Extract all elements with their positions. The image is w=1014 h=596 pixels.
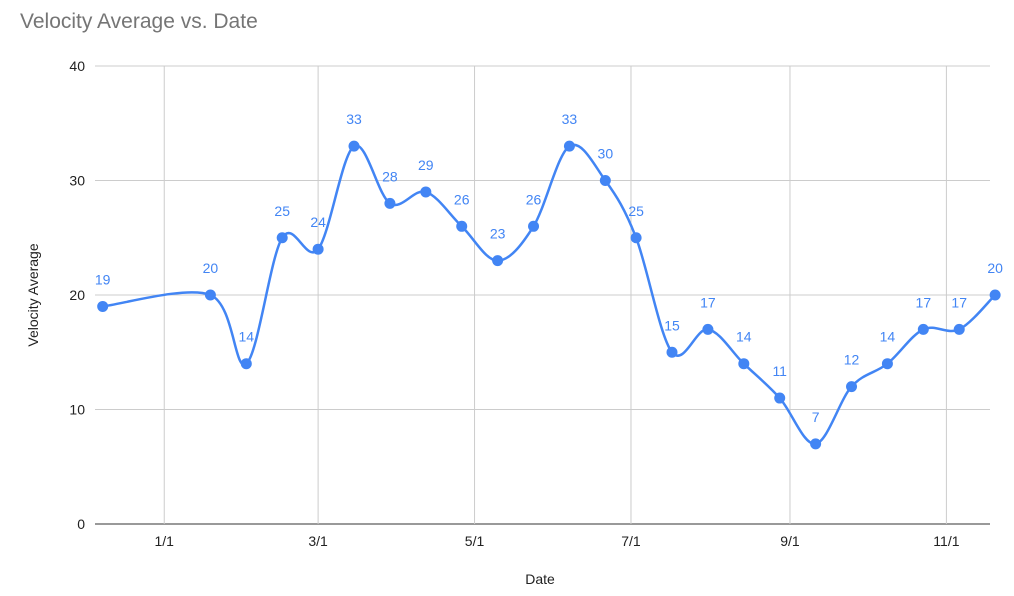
x-tick-label: 5/1 xyxy=(465,533,485,549)
data-label: 11 xyxy=(772,363,787,379)
data-point[interactable] xyxy=(384,197,396,209)
y-tick-label: 30 xyxy=(69,173,85,189)
x-tick-label: 3/1 xyxy=(308,533,328,549)
data-point[interactable] xyxy=(528,220,540,232)
data-label: 12 xyxy=(844,352,860,368)
data-point[interactable] xyxy=(881,358,893,370)
x-tick-label: 11/1 xyxy=(933,533,959,549)
data-point[interactable] xyxy=(810,438,822,450)
data-point[interactable] xyxy=(276,232,288,244)
data-label: 26 xyxy=(526,191,542,207)
data-label: 33 xyxy=(346,111,362,127)
data-label: 25 xyxy=(628,203,644,219)
data-label: 24 xyxy=(310,214,326,230)
data-point[interactable] xyxy=(348,140,360,152)
data-label: 25 xyxy=(274,203,290,219)
data-label: 14 xyxy=(880,329,896,345)
x-tick-label: 9/1 xyxy=(780,533,800,549)
x-axis-title: Date xyxy=(525,571,555,587)
data-point[interactable] xyxy=(953,323,965,335)
data-label: 17 xyxy=(700,294,716,310)
data-point[interactable] xyxy=(846,381,858,393)
y-tick-label: 0 xyxy=(77,516,85,532)
data-label: 20 xyxy=(203,260,219,276)
data-point[interactable] xyxy=(599,175,611,186)
y-tick-label: 40 xyxy=(69,58,85,74)
y-tick-label: 10 xyxy=(69,402,85,418)
data-label: 19 xyxy=(95,271,111,287)
series-line xyxy=(102,143,997,446)
data-label: 20 xyxy=(987,260,1003,276)
data-label: 14 xyxy=(239,329,255,345)
data-point[interactable] xyxy=(563,140,575,152)
x-tick-label: 7/1 xyxy=(621,533,641,549)
data-label: 30 xyxy=(598,146,614,162)
data-label: 7 xyxy=(812,409,820,425)
data-point[interactable] xyxy=(492,255,504,267)
data-label: 17 xyxy=(916,294,932,310)
data-label: 23 xyxy=(490,226,506,242)
data-point[interactable] xyxy=(774,392,786,404)
x-tick-label: 1/1 xyxy=(155,533,175,549)
data-point[interactable] xyxy=(989,289,1001,301)
data-point[interactable] xyxy=(738,358,750,370)
data-label: 26 xyxy=(454,191,470,207)
data-label: 14 xyxy=(736,329,752,345)
data-point[interactable] xyxy=(702,323,714,335)
data-point[interactable] xyxy=(630,232,642,244)
data-label: 28 xyxy=(382,168,398,184)
data-label: 33 xyxy=(562,111,578,127)
y-axis-title: Velocity Average xyxy=(25,243,41,346)
data-point[interactable] xyxy=(917,323,929,335)
data-point[interactable] xyxy=(456,220,468,232)
data-point[interactable] xyxy=(666,346,678,358)
data-label: 15 xyxy=(664,317,680,333)
data-point[interactable] xyxy=(204,289,216,301)
data-point[interactable] xyxy=(312,243,324,255)
data-point[interactable] xyxy=(97,300,109,312)
data-point[interactable] xyxy=(240,358,252,370)
y-tick-label: 20 xyxy=(69,287,85,303)
chart-title: Velocity Average vs. Date xyxy=(20,10,258,33)
data-label: 17 xyxy=(951,294,967,310)
data-label: 29 xyxy=(418,157,434,173)
data-point[interactable] xyxy=(420,186,432,198)
